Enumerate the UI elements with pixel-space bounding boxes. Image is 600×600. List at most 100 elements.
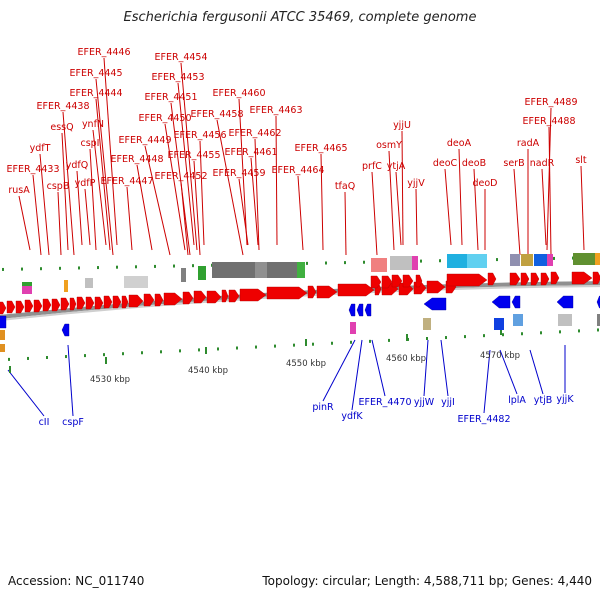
callout-line-efer-4453 [177,82,195,246]
tick-dot [369,339,371,343]
callout-line-efer-4445 [95,78,114,256]
callout-line-efer-4450 [164,123,186,251]
tick-dot [496,258,498,262]
gene-label-efer-4452: EFER_4452 [155,171,208,182]
gene-label-essq: essQ [50,122,73,133]
reverse-gene-arrow [0,315,7,329]
reverse-gene-arrow [596,295,600,309]
gene-label-prfc: prfC [362,161,382,172]
feature-box [181,268,186,282]
forward-gene-arrow [391,274,403,288]
gene-label-efer-4450: EFER_4450 [139,113,192,124]
reverse-gene-arrow [364,303,372,317]
forward-gene-arrow [487,272,497,286]
callout-line-ydfq [76,170,83,246]
gene-label-serb: serB [503,158,524,169]
gene-label-ydfq: ydfQ [66,160,88,171]
gene-label-efer-4470: EFER_4470 [359,397,412,408]
forward-gene-arrow [206,290,222,304]
kbp-tick [406,334,408,341]
gene-label-efer-4458: EFER_4458 [191,109,244,120]
tick-dot [198,348,200,352]
gene-label-efer-4455: EFER_4455 [168,150,221,161]
tick-dot [103,353,105,357]
forward-gene-arrow [509,272,521,286]
reverse-gene-arrow [356,303,364,317]
forward-gene-arrow [193,290,207,304]
gene-label-yjjw: yjjW [414,397,435,408]
forward-gene-arrow [426,280,446,294]
forward-gene-arrow [415,274,423,288]
gene-label-deoa: deoA [447,138,472,149]
gene-label-cii: cII [39,417,50,428]
callout-line-efer-4482 [483,349,491,414]
gene-label-efer-4462: EFER_4462 [229,128,282,139]
tick-label-4530-kbp: 4530 kbp [90,375,130,385]
forward-gene-arrow [316,285,338,299]
callout-line-pinr [322,339,356,402]
tick-dot [46,356,48,359]
feature-box [198,266,206,280]
forward-gene-arrow [128,294,144,308]
tick-dot [154,264,156,268]
callout-line-cspf [67,344,74,417]
feature-box [521,254,533,266]
callout-line-osmy [388,150,395,251]
kbp-tick [105,357,107,364]
tick-dot [192,264,194,268]
forward-gene-arrow [337,283,375,297]
tick-dot [78,266,80,270]
feature-box [573,253,595,265]
gene-labels: EFER_4446 EFER_4454 EFER_4445 EFER_4453 EFER… [7,47,587,428]
forward-gene-arrow [381,275,393,289]
kbp-tick [500,328,502,335]
callout-line-efer-4444 [95,98,111,251]
forward-gene-arrow [163,292,183,306]
tick-dot [350,340,352,344]
tick-dot [21,267,23,271]
forward-gene-arrow [15,300,25,314]
kbp-tick [205,347,207,354]
tick-dot [553,256,555,260]
gene-label-efer-4460: EFER_4460 [213,88,266,99]
tick-dot [306,261,308,265]
tick-dot [236,346,238,350]
callout-line-efer-4449 [144,145,171,256]
callout-line-ydft [39,153,50,256]
tick-dot [325,261,327,265]
callout-line-cspb [57,191,62,256]
tick-dot [217,347,219,351]
feature-box [390,256,412,270]
callout-line-essq [61,132,69,251]
gene-label-efer-4449: EFER_4449 [119,135,172,146]
feature-box [513,314,523,326]
gene-label-efer-4465: EFER_4465 [295,143,348,154]
figure-title: Escherichia fergusonii ATCC 35469, compl… [123,10,477,25]
callout-line-tfaq [344,191,347,256]
forward-gene-arrow [143,293,155,307]
callout-line-ytja [395,171,402,246]
tick-dot [116,265,118,269]
tick-dot [293,343,295,347]
forward-gene-arrow [0,301,7,315]
callout-line-ytjb [529,349,544,395]
forward-gene-arrow [94,296,104,310]
gene-label-efer-4459: EFER_4459 [213,168,266,179]
tick-dot [363,260,365,264]
gene-label-pinr: pinR [312,402,334,413]
gene-label-efer-4489: EFER_4489 [525,97,578,108]
kbp-tick [9,366,11,373]
feature-box [297,262,305,278]
gene-label-cspb: cspB [47,181,70,192]
callout-line-efer-4463 [275,115,278,246]
tick-dot [27,356,29,360]
callout-line-efer-4460 [238,98,248,246]
gene-label-efer-4453: EFER_4453 [152,72,205,83]
feature-box [22,282,32,294]
tick-dot [2,267,4,271]
accession-text: Accession: NC_011740 [8,574,145,588]
label-lines [7,57,585,417]
callout-line-efer-4455 [193,160,201,256]
callout-line-yjjw [423,339,429,397]
